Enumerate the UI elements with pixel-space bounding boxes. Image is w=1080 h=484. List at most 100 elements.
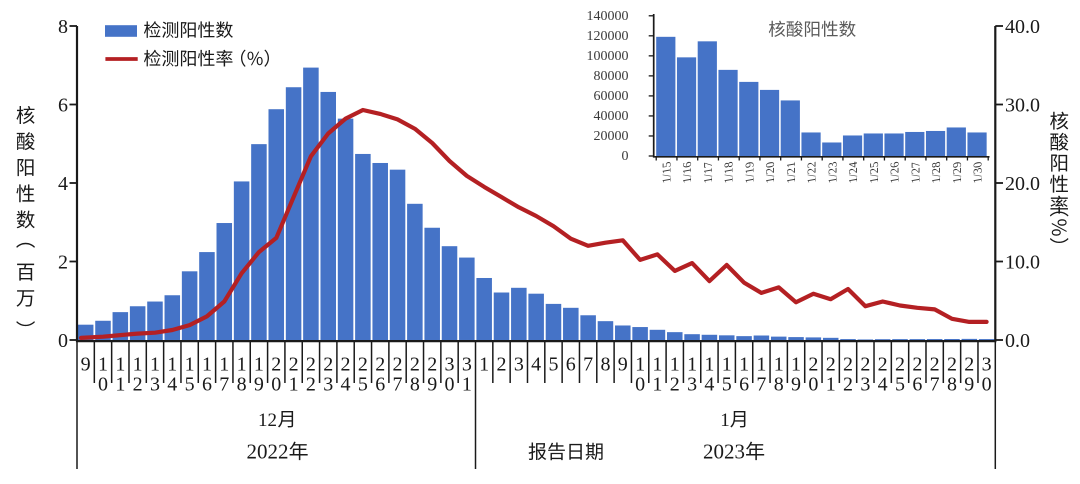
svg-text:2: 2 [306, 374, 316, 396]
svg-text:9: 9 [964, 374, 974, 396]
svg-text:2: 2 [375, 354, 385, 376]
svg-text:6: 6 [912, 374, 922, 396]
svg-text:2: 2 [393, 354, 403, 376]
svg-text:7: 7 [219, 374, 229, 396]
svg-text:1: 1 [254, 354, 264, 376]
svg-text:2: 2 [58, 252, 68, 274]
svg-text:1: 1 [652, 354, 662, 376]
svg-text:7: 7 [756, 374, 766, 396]
svg-text:1: 1 [289, 374, 299, 396]
svg-text:3: 3 [445, 354, 455, 376]
svg-text:8: 8 [237, 374, 247, 396]
svg-text:5: 5 [358, 374, 368, 396]
svg-text:2: 2 [912, 354, 922, 376]
svg-text:0: 0 [808, 374, 818, 396]
svg-text:1/27: 1/27 [908, 161, 922, 185]
svg-text:4: 4 [704, 374, 714, 396]
svg-text:40000: 40000 [594, 109, 629, 124]
svg-text:2: 2 [323, 354, 333, 376]
svg-text:1/21: 1/21 [784, 161, 798, 185]
svg-text:2: 2 [808, 354, 818, 376]
svg-text:80000: 80000 [594, 69, 629, 84]
svg-text:1: 1 [670, 354, 680, 376]
svg-text:1: 1 [115, 354, 125, 376]
svg-text:40.0: 40.0 [1005, 16, 1040, 38]
svg-text:1: 1 [635, 354, 645, 376]
svg-text:7: 7 [583, 354, 593, 376]
svg-text:2: 2 [895, 354, 905, 376]
svg-text:120000: 120000 [587, 29, 629, 44]
svg-text:1/20: 1/20 [763, 161, 777, 185]
svg-text:1/28: 1/28 [929, 161, 943, 185]
svg-text:2: 2 [878, 354, 888, 376]
svg-text:0: 0 [58, 330, 68, 352]
svg-text:0: 0 [622, 149, 629, 164]
svg-text:1: 1 [791, 354, 801, 376]
svg-text:2: 2 [358, 354, 368, 376]
svg-text:2: 2 [947, 354, 957, 376]
svg-text:5: 5 [722, 374, 732, 396]
svg-text:2: 2 [860, 354, 870, 376]
svg-text:8: 8 [58, 16, 68, 38]
svg-text:2: 2 [271, 354, 281, 376]
svg-text:1/23: 1/23 [825, 161, 839, 185]
svg-text:3: 3 [860, 374, 870, 396]
svg-text:2: 2 [289, 354, 299, 376]
svg-text:3: 3 [462, 354, 472, 376]
svg-text:2: 2 [964, 354, 974, 376]
svg-text:1: 1 [704, 354, 714, 376]
svg-text:1/22: 1/22 [805, 161, 819, 185]
svg-text:1/26: 1/26 [888, 161, 902, 185]
svg-text:30.0: 30.0 [1005, 95, 1040, 117]
svg-text:1: 1 [739, 354, 749, 376]
svg-text:1: 1 [720, 410, 730, 431]
svg-text:100000: 100000 [587, 49, 629, 64]
svg-text:1/19: 1/19 [742, 161, 756, 185]
svg-text:2: 2 [670, 374, 680, 396]
svg-text:2: 2 [843, 354, 853, 376]
svg-text:140000: 140000 [587, 9, 629, 24]
svg-text:6: 6 [566, 354, 576, 376]
svg-text:6: 6 [202, 374, 212, 396]
svg-text:20000: 20000 [594, 129, 629, 144]
svg-text:1: 1 [98, 354, 108, 376]
svg-text:3: 3 [982, 354, 992, 376]
svg-text:8: 8 [600, 354, 610, 376]
svg-text:1/30: 1/30 [971, 161, 985, 185]
svg-text:7: 7 [393, 374, 403, 396]
svg-text:9: 9 [427, 374, 437, 396]
svg-text:60000: 60000 [594, 89, 629, 104]
svg-text:9: 9 [254, 374, 264, 396]
svg-text:2023: 2023 [703, 440, 745, 464]
svg-text:8: 8 [774, 374, 784, 396]
svg-text:5: 5 [548, 354, 558, 376]
svg-text:2: 2 [930, 354, 940, 376]
svg-text:2: 2 [497, 354, 507, 376]
svg-text:1/16: 1/16 [680, 161, 694, 185]
svg-text:1/17: 1/17 [701, 161, 715, 185]
svg-text:2: 2 [341, 354, 351, 376]
svg-text:2022: 2022 [247, 440, 289, 464]
svg-text:1: 1 [722, 354, 732, 376]
svg-text:1: 1 [774, 354, 784, 376]
svg-text:1: 1 [826, 374, 836, 396]
svg-text:4: 4 [878, 374, 888, 396]
svg-text:8: 8 [947, 374, 957, 396]
svg-text:2: 2 [826, 354, 836, 376]
svg-text:3: 3 [323, 374, 333, 396]
svg-text:1: 1 [185, 354, 195, 376]
svg-text:1: 1 [479, 354, 489, 376]
svg-text:1/18: 1/18 [722, 161, 736, 185]
svg-text:9: 9 [81, 354, 91, 376]
svg-text:3: 3 [150, 374, 160, 396]
svg-text:6: 6 [375, 374, 385, 396]
svg-text:5: 5 [895, 374, 905, 396]
svg-text:5: 5 [185, 374, 195, 396]
svg-text:3: 3 [687, 374, 697, 396]
svg-text:1/29: 1/29 [950, 161, 964, 185]
svg-text:0: 0 [635, 374, 645, 396]
svg-text:1: 1 [202, 354, 212, 376]
svg-text:4: 4 [167, 374, 177, 396]
svg-text:1: 1 [756, 354, 766, 376]
svg-text:2: 2 [427, 354, 437, 376]
